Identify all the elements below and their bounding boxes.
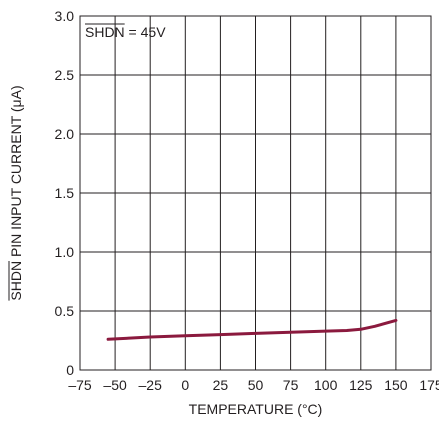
y-tick-label: 2.5	[55, 67, 75, 83]
y-tick-label: 2.0	[55, 126, 75, 142]
y-axis-title-text: PIN INPUT CURRENT (μA)	[8, 85, 24, 261]
svg-text:SHDN = 45V: SHDN = 45V	[85, 24, 166, 40]
annotation-shdn: SHDN	[85, 24, 125, 40]
y-axis-ticks: 0 0.5 1.0 1.5 2.0 2.5 3.0	[55, 8, 75, 378]
y-tick-label: 0	[66, 362, 74, 378]
x-axis-title: TEMPERATURE (°C)	[189, 401, 323, 417]
series-line	[106, 318, 398, 341]
svg-text:SHDN PIN INPUT CURRENT (μA): SHDN PIN INPUT CURRENT (μA)	[8, 85, 24, 300]
x-tick-label: 25	[213, 377, 229, 393]
annotation-value: = 45V	[125, 24, 167, 40]
condition-annotation: SHDN = 45V	[85, 23, 166, 40]
y-tick-label: 1.5	[55, 185, 75, 201]
series-layer	[106, 318, 398, 341]
x-tick-label: 0	[181, 377, 189, 393]
x-tick-label: 75	[283, 377, 299, 393]
y-axis-title-shdn: SHDN	[8, 261, 24, 301]
x-tick-label: 125	[349, 377, 373, 393]
y-tick-label: 1.0	[55, 244, 75, 260]
y-tick-label: 0.5	[55, 303, 75, 319]
x-tick-label: 150	[384, 377, 408, 393]
y-axis-title: SHDN PIN INPUT CURRENT (μA)	[8, 85, 24, 301]
x-axis-ticks: –75 –50 –25 0 25 50 75 100 125 150 175	[68, 377, 439, 393]
plot-frame	[79, 15, 432, 371]
x-tick-label: –75	[68, 377, 92, 393]
y-tick-label: 3.0	[55, 8, 75, 24]
x-tick-label: –25	[139, 377, 163, 393]
x-tick-label: –50	[103, 377, 127, 393]
x-tick-label: 175	[419, 377, 439, 393]
x-tick-label: 50	[248, 377, 264, 393]
grid	[80, 16, 431, 370]
x-tick-label: 100	[314, 377, 338, 393]
